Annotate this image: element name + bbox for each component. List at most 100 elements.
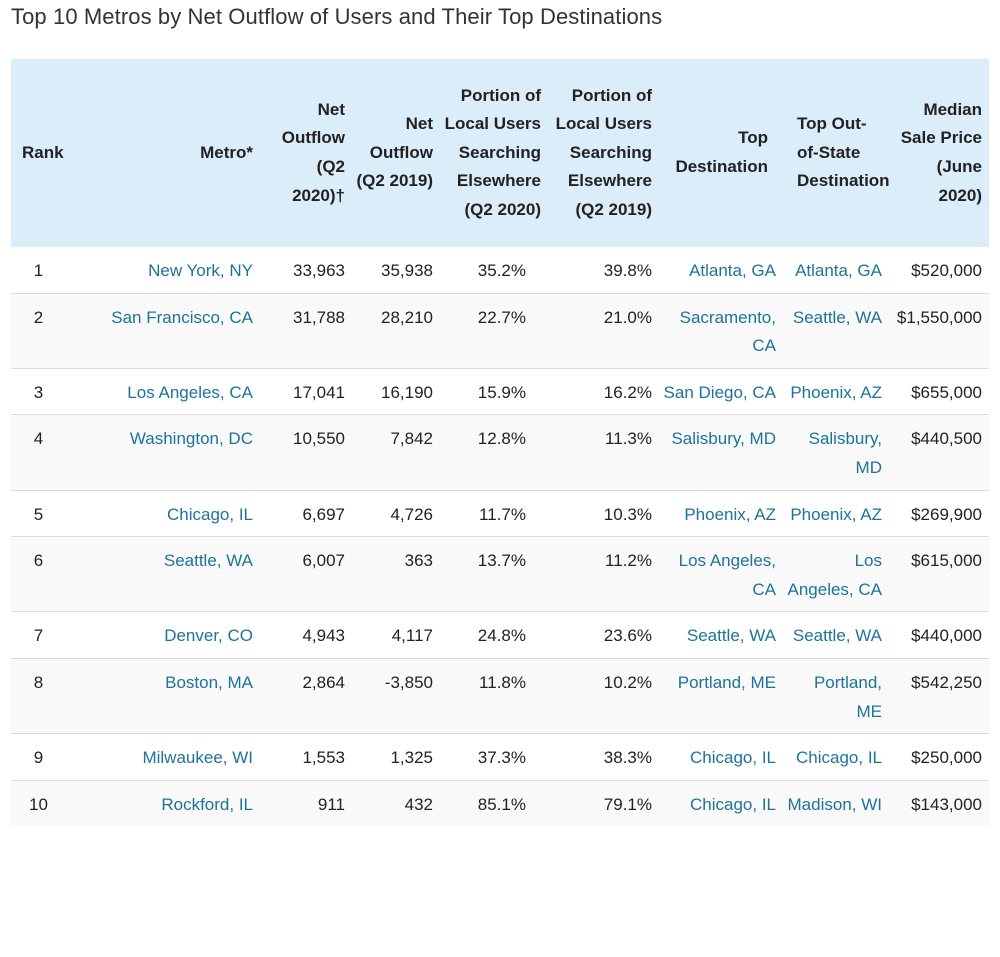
cell-median-sale-price: $655,000 [911, 382, 982, 402]
cell-net-outflow-2019: 1,325 [390, 748, 433, 768]
table-row: 5 Chicago, IL 6,697 4,726 11.7% 10.3% Ph… [11, 490, 989, 537]
cell-portion-2020: 13.7% [477, 551, 526, 571]
cell-top-out-of-state-link[interactable]: Salisbury, MD [808, 429, 882, 477]
cell-top-destination-link[interactable]: San Diego, CA [663, 382, 776, 402]
cell-top-destination-link[interactable]: Salisbury, MD [671, 429, 776, 449]
table-header-row: Rank Metro* Net Outflow (Q2 2020)† Net O… [11, 59, 989, 247]
cell-net-outflow-2019: 35,938 [381, 261, 433, 280]
cell-portion-2020: 35.2% [477, 261, 526, 280]
header-metro: Metro* [200, 142, 253, 162]
cell-metro-link[interactable]: Rockford, IL [161, 794, 253, 814]
cell-net-outflow-2020: 2,864 [302, 672, 345, 692]
cell-metro-link[interactable]: Los Angeles, CA [127, 382, 253, 402]
table-row: 3 Los Angeles, CA 17,041 16,190 15.9% 16… [11, 368, 989, 415]
cell-net-outflow-2020: 6,697 [302, 504, 345, 524]
cell-portion-2020: 24.8% [477, 626, 526, 646]
cell-median-sale-price: $520,000 [911, 261, 982, 280]
cell-rank: 7 [33, 626, 44, 646]
cell-portion-2019: 79.1% [603, 794, 652, 814]
cell-net-outflow-2020: 33,963 [293, 261, 345, 280]
table-row: 8 Boston, MA 2,864 -3,850 11.8% 10.2% Po… [11, 658, 989, 734]
cell-top-out-of-state-link[interactable]: Phoenix, AZ [790, 504, 882, 524]
cell-metro-link[interactable]: Seattle, WA [163, 551, 253, 571]
cell-median-sale-price: $1,550,000 [896, 307, 982, 327]
cell-portion-2020: 11.7% [479, 504, 526, 524]
cell-top-destination-link[interactable]: Chicago, IL [690, 794, 776, 814]
cell-rank: 1 [33, 261, 44, 280]
header-top-out-of-state: Top Out-of-State Destination [797, 114, 890, 191]
cell-median-sale-price: $269,900 [911, 504, 982, 524]
cell-median-sale-price: $250,000 [911, 748, 982, 768]
table-row: 10 Rockford, IL 911 432 85.1% 79.1% Chic… [11, 780, 989, 827]
cell-top-destination-link[interactable]: Atlanta, GA [689, 261, 776, 280]
cell-metro-link[interactable]: Denver, CO [164, 626, 253, 646]
cell-portion-2020: 15.9% [477, 382, 526, 402]
cell-top-destination-link[interactable]: Seattle, WA [686, 626, 776, 646]
cell-metro-link[interactable]: Chicago, IL [167, 504, 253, 524]
cell-metro-link[interactable]: Washington, DC [129, 429, 253, 449]
cell-net-outflow-2020: 4,943 [302, 626, 345, 646]
cell-net-outflow-2020: 17,041 [293, 382, 345, 402]
cell-portion-2019: 39.8% [603, 261, 652, 280]
cell-portion-2020: 22.7% [477, 307, 526, 327]
cell-metro-link[interactable]: New York, NY [148, 261, 253, 280]
cell-top-out-of-state-link[interactable]: Madison, WI [787, 794, 882, 814]
cell-metro-link[interactable]: Boston, MA [165, 672, 253, 692]
cell-portion-2019: 23.6% [603, 626, 652, 646]
cell-median-sale-price: $440,500 [911, 429, 982, 449]
cell-net-outflow-2020: 10,550 [293, 429, 345, 449]
cell-top-out-of-state-link[interactable]: Seattle, WA [792, 626, 882, 646]
table-row: 9 Milwaukee, WI 1,553 1,325 37.3% 38.3% … [11, 734, 989, 781]
header-top-destination: Top Destination [675, 128, 768, 176]
cell-top-destination-link[interactable]: Sacramento, CA [679, 307, 776, 356]
cell-top-destination-link[interactable]: Chicago, IL [690, 748, 776, 768]
cell-rank: 6 [33, 551, 44, 571]
cell-portion-2020: 85.1% [477, 794, 526, 814]
cell-net-outflow-2019: 28,210 [381, 307, 433, 327]
cell-portion-2019: 11.3% [605, 429, 652, 449]
cell-top-destination-link[interactable]: Los Angeles, CA [678, 551, 776, 599]
cell-top-out-of-state-link[interactable]: Phoenix, AZ [790, 382, 882, 402]
cell-net-outflow-2020: 1,553 [302, 748, 345, 768]
table-row: 7 Denver, CO 4,943 4,117 24.8% 23.6% Sea… [11, 612, 989, 659]
header-net-outflow-2020: Net Outflow (Q2 2020)† [281, 99, 345, 205]
cell-top-out-of-state-link[interactable]: Seattle, WA [792, 307, 882, 327]
metros-table: Rank Metro* Net Outflow (Q2 2020)† Net O… [11, 59, 989, 827]
cell-net-outflow-2019: 4,117 [391, 626, 433, 646]
cell-metro-link[interactable]: San Francisco, CA [111, 307, 253, 327]
cell-portion-2019: 16.2% [603, 382, 652, 402]
cell-net-outflow-2019: -3,850 [384, 672, 433, 692]
cell-median-sale-price: $440,000 [911, 626, 982, 646]
cell-net-outflow-2019: 432 [404, 794, 433, 814]
header-median-sale-price: Median Sale Price (June 2020) [900, 99, 982, 205]
cell-top-destination-link[interactable]: Phoenix, AZ [684, 504, 776, 524]
cell-net-outflow-2019: 4,726 [390, 504, 433, 524]
cell-rank: 5 [33, 504, 44, 524]
table-row: 4 Washington, DC 10,550 7,842 12.8% 11.3… [11, 414, 989, 491]
cell-top-out-of-state-link[interactable]: Chicago, IL [796, 748, 882, 768]
cell-top-out-of-state-link[interactable]: Portland, ME [813, 672, 882, 721]
cell-net-outflow-2019: 363 [404, 551, 433, 571]
cell-median-sale-price: $143,000 [911, 794, 982, 814]
cell-portion-2020: 12.8% [477, 429, 526, 449]
page-title: Top 10 Metros by Net Outflow of Users an… [11, 4, 663, 29]
table-row: 6 Seattle, WA 6,007 363 13.7% 11.2% Los … [11, 536, 989, 612]
table-row: 2 San Francisco, CA 31,788 28,210 22.7% … [11, 293, 989, 369]
cell-portion-2020: 11.8% [479, 672, 526, 692]
cell-portion-2019: 10.3% [603, 504, 652, 524]
cell-top-out-of-state-link[interactable]: Los Angeles, CA [787, 551, 883, 599]
cell-portion-2019: 38.3% [603, 748, 652, 768]
cell-net-outflow-2019: 7,842 [390, 429, 433, 449]
cell-rank: 2 [33, 307, 44, 327]
cell-net-outflow-2020: 6,007 [302, 551, 345, 571]
cell-rank: 3 [33, 382, 44, 402]
cell-median-sale-price: $615,000 [911, 551, 982, 571]
cell-top-out-of-state-link[interactable]: Atlanta, GA [795, 261, 882, 280]
header-rank: Rank [22, 142, 64, 162]
table-row: 1 New York, NY 33,963 35,938 35.2% 39.8%… [11, 247, 989, 294]
cell-rank: 8 [33, 672, 44, 692]
cell-net-outflow-2020: 911 [317, 794, 345, 814]
cell-metro-link[interactable]: Milwaukee, WI [142, 748, 253, 768]
cell-top-destination-link[interactable]: Portland, ME [677, 672, 776, 692]
cell-rank: 9 [33, 748, 44, 768]
